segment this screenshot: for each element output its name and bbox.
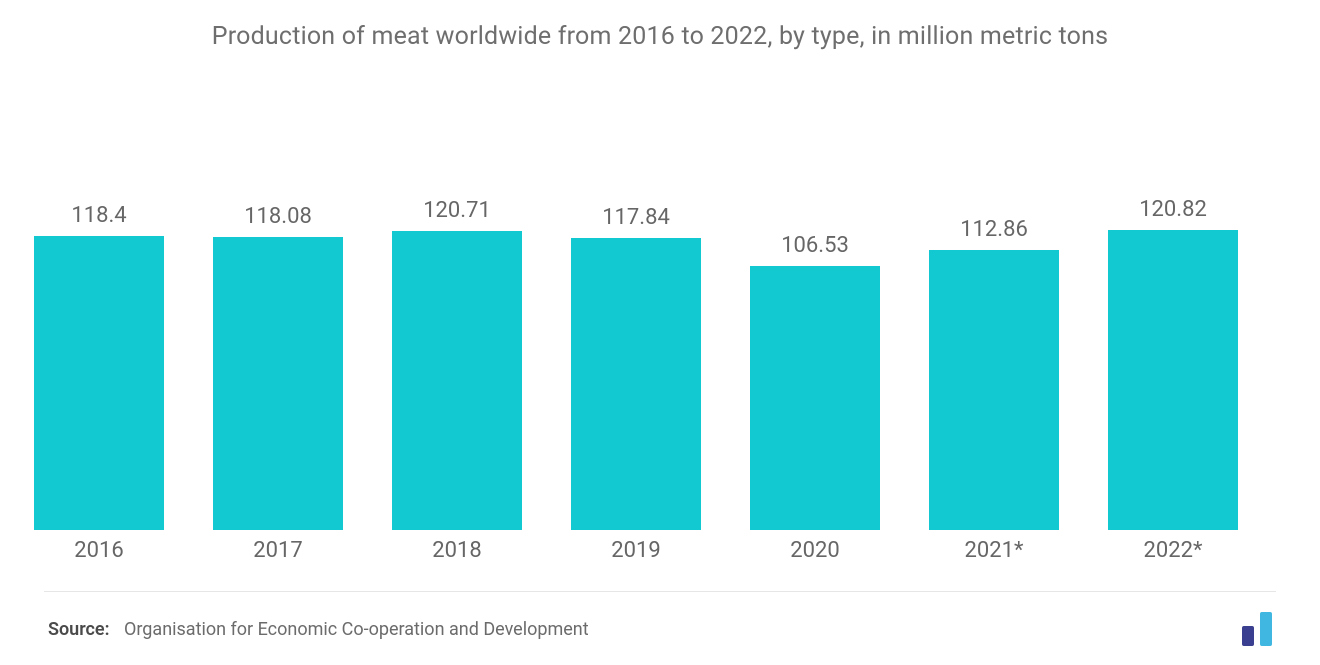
bar-category-label: 2020 (750, 538, 880, 563)
source-label: Source: (48, 619, 110, 640)
bar-group: 118.4 (34, 203, 164, 530)
bar-category-label: 2017 (213, 538, 343, 563)
bar-group: 117.84 (571, 205, 701, 530)
bar-value: 118.4 (71, 203, 126, 228)
bar-category-label: 2018 (392, 538, 522, 563)
bar-group: 106.53 (750, 233, 880, 530)
source-text: Organisation for Economic Co-operation a… (124, 619, 589, 640)
bar-value: 120.82 (1139, 197, 1207, 222)
logo-bar-right (1260, 612, 1272, 646)
bar-value: 112.86 (960, 217, 1028, 242)
bar (34, 236, 164, 530)
bar-category-label: 2019 (571, 538, 701, 563)
bar-group: 112.86 (929, 217, 1059, 530)
bar (750, 266, 880, 530)
brand-logo (1242, 612, 1272, 646)
bar-value: 118.08 (244, 204, 312, 229)
bar-value: 106.53 (781, 233, 849, 258)
bar-group: 118.08 (213, 204, 343, 530)
footer-row: Source: Organisation for Economic Co-ope… (0, 612, 1320, 646)
footer-divider (44, 591, 1276, 592)
bar-value: 117.84 (602, 205, 670, 230)
bar (213, 237, 343, 530)
bar-group: 120.71 (392, 198, 522, 530)
bar (571, 238, 701, 530)
bar (929, 250, 1059, 530)
bar-group: 120.82 (1108, 197, 1238, 530)
bar-category-label: 2022* (1108, 538, 1238, 563)
source-line: Source: Organisation for Economic Co-ope… (48, 619, 589, 640)
chart-title: Production of meat worldwide from 2016 t… (0, 0, 1320, 51)
bar (1108, 230, 1238, 530)
bar-category-label: 2016 (34, 538, 164, 563)
bar-value: 120.71 (423, 198, 491, 223)
bar-category-label: 2021* (929, 538, 1059, 563)
bar-chart: 118.42016118.082017120.712018117.8420191… (34, 130, 1286, 530)
logo-bar-left (1242, 626, 1254, 646)
bar (392, 231, 522, 530)
